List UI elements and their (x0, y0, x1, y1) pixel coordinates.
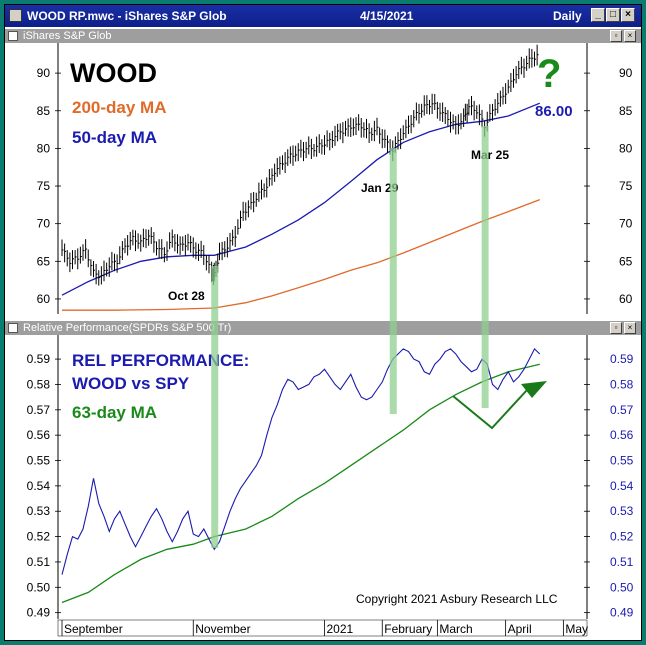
y-tick-label: 85 (619, 104, 633, 118)
date-highlights (211, 126, 489, 548)
y-tick-label: 85 (37, 104, 51, 118)
copyright-text: Copyright 2021 Asbury Research LLC (356, 592, 558, 606)
relative-panel: 0.59 0.58 0.57 0.56 0.55 0.54 0.53 0.52 0.51 0.50… (27, 335, 634, 620)
y-tick-label: 90 (37, 66, 51, 80)
highlight-band (481, 126, 489, 408)
price-panel-titlebar[interactable]: iShares S&P Glob ▫ × (5, 29, 641, 43)
window-icon (9, 9, 22, 22)
y-tick-label: 0.52 (610, 530, 634, 544)
y-tick-label: 75 (37, 179, 51, 193)
window-date: 4/15/2021 (360, 9, 414, 23)
last-value-label: 86.00 (535, 103, 573, 120)
y-tick-label: 90 (619, 66, 633, 80)
rel-performance-line (61, 347, 541, 575)
close-button[interactable]: × (621, 8, 635, 22)
y-tick-label: 0.49 (610, 606, 634, 620)
y-tick-label: 0.57 (610, 403, 634, 417)
rel-panel-title: Relative Performance(SPDRs S&P 500 Tr) (23, 322, 232, 334)
y-tick-label: 0.57 (27, 403, 51, 417)
y-tick-label: 60 (37, 292, 51, 306)
question-mark: ? (537, 52, 561, 96)
y-tick-label: 75 (619, 179, 633, 193)
price-bars (61, 44, 539, 286)
window-title: WOOD RP.mwc - iShares S&P Glob (27, 9, 227, 23)
y-tick-label: 0.56 (27, 428, 51, 442)
price-panel-restore-button[interactable]: ▫ (610, 30, 622, 42)
panel-icon (8, 31, 18, 41)
rel-y-axis-left: 0.59 0.58 0.57 0.56 0.55 0.54 0.53 0.52 0.51 0.50… (27, 352, 61, 620)
y-tick-label: 70 (37, 217, 51, 231)
panel-icon (8, 323, 18, 333)
y-tick-label: 0.55 (27, 454, 51, 468)
y-tick-label: 0.54 (27, 479, 51, 493)
y-tick-label: 65 (37, 254, 51, 268)
y-tick-label: 65 (619, 254, 633, 268)
y-tick-label: 80 (619, 141, 633, 155)
x-tick-label: September (64, 622, 123, 636)
price-y-axis-right: 90 85 80 75 70 65 60 (584, 66, 633, 306)
y-tick-label: 0.52 (27, 530, 51, 544)
annotation-oct28: Oct 28 (168, 289, 205, 303)
trend-arrow-head (521, 381, 547, 398)
y-tick-label: 0.59 (610, 352, 634, 366)
window-period: Daily (553, 9, 582, 23)
chart-window: WOOD RP.mwc - iShares S&P Glob 4/15/2021… (4, 4, 642, 641)
price-panel-close-button[interactable]: × (624, 30, 636, 42)
trend-arrow-line (452, 389, 528, 430)
price-y-axis-left: 90 85 80 75 70 65 60 (37, 66, 61, 306)
x-tick-label: May (565, 622, 588, 636)
y-tick-label: 0.50 (27, 580, 51, 594)
x-axis: September November 2021 February March April M… (57, 619, 588, 637)
x-tick-label: March (439, 622, 472, 636)
rel-panel-restore-button[interactable]: ▫ (610, 322, 622, 334)
annotation-mar25: Mar 25 (471, 148, 509, 162)
y-tick-label: 0.49 (27, 606, 51, 620)
y-tick-label: 80 (37, 141, 51, 155)
minimize-button[interactable]: _ (591, 8, 605, 22)
y-tick-label: 0.53 (610, 504, 634, 518)
rel-y-axis-right: 0.59 0.58 0.57 0.56 0.55 0.54 0.53 0.52 0.51 0.50… (584, 352, 634, 620)
legend-ma63: 63-day MA (72, 403, 157, 422)
y-tick-label: 0.50 (610, 580, 634, 594)
x-tick-label: February (384, 622, 432, 636)
y-tick-label: 0.51 (610, 555, 634, 569)
x-tick-label: 2021 (327, 622, 354, 636)
annotation-jan29: Jan 29 (361, 181, 399, 195)
y-tick-label: 60 (619, 292, 633, 306)
legend-ma50: 50-day MA (72, 128, 157, 147)
rel-panel-close-button[interactable]: × (624, 322, 636, 334)
highlight-band (389, 148, 397, 414)
ma200-line (62, 198, 541, 311)
x-tick-label: April (508, 622, 532, 636)
y-tick-label: 0.53 (27, 504, 51, 518)
legend-ma200: 200-day MA (72, 98, 166, 117)
y-tick-label: 70 (619, 217, 633, 231)
maximize-button[interactable]: □ (606, 8, 620, 22)
y-tick-label: 0.58 (27, 377, 51, 391)
price-title: WOOD (70, 58, 157, 88)
price-panel-title: iShares S&P Glob (23, 30, 112, 42)
rel-title: REL PERFORMANCE: (72, 351, 249, 370)
window-titlebar[interactable]: WOOD RP.mwc - iShares S&P Glob 4/15/2021… (5, 5, 641, 27)
highlight-band (211, 266, 219, 548)
y-tick-label: 0.51 (27, 555, 51, 569)
x-tick-label: November (195, 622, 250, 636)
y-tick-label: 0.55 (610, 454, 634, 468)
y-tick-label: 0.59 (27, 352, 51, 366)
y-tick-label: 0.58 (610, 377, 634, 391)
price-panel: 90 85 80 75 70 65 60 90 85 80 75 70 65 60 WOOD 200-d… (37, 43, 633, 314)
ma63-line (61, 363, 540, 604)
y-tick-label: 0.54 (610, 479, 634, 493)
rel-subtitle: WOOD vs SPY (72, 374, 190, 393)
y-tick-label: 0.56 (610, 428, 634, 442)
